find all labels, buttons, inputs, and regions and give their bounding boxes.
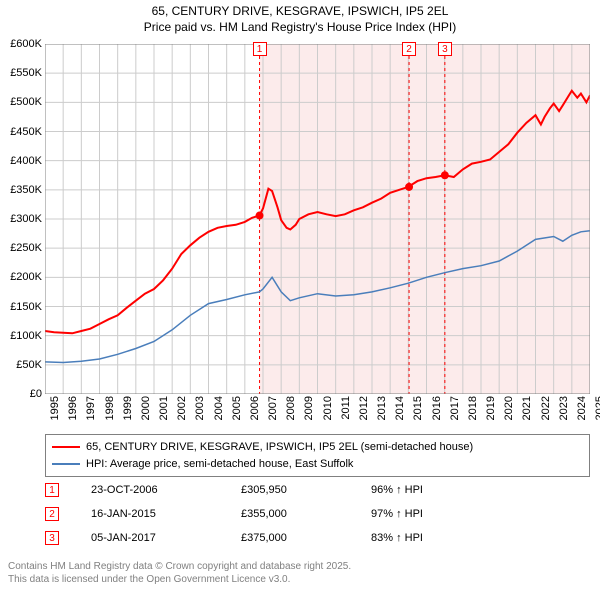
marker-date: 16-JAN-2015 [91, 508, 241, 520]
chart-marker-1: 1 [253, 42, 267, 56]
x-tick-label: 1996 [67, 396, 79, 420]
marker-price: £375,000 [241, 532, 371, 544]
y-tick-label: £550K [0, 67, 42, 79]
marker-hpi: 97% ↑ HPI [371, 508, 590, 520]
x-tick-label: 1999 [122, 396, 134, 420]
footer: Contains HM Land Registry data © Crown c… [8, 560, 351, 586]
x-tick-label: 2000 [140, 396, 152, 420]
chart-container: { "title": { "line1": "65, CENTURY DRIVE… [0, 0, 600, 590]
chart-title: 65, CENTURY DRIVE, KESGRAVE, IPSWICH, IP… [0, 0, 600, 35]
x-tick-label: 1998 [104, 396, 116, 420]
y-tick-label: £150K [0, 301, 42, 313]
marker-hpi: 83% ↑ HPI [371, 532, 590, 544]
x-tick-label: 2014 [394, 396, 406, 420]
y-tick-label: £200K [0, 271, 42, 283]
x-tick-label: 2021 [521, 396, 533, 420]
y-tick-label: £500K [0, 96, 42, 108]
x-tick-label: 2009 [303, 396, 315, 420]
x-tick-label: 2023 [558, 396, 570, 420]
x-tick-label: 2022 [540, 396, 552, 420]
footer-line2: This data is licensed under the Open Gov… [8, 573, 351, 586]
legend: 65, CENTURY DRIVE, KESGRAVE, IPSWICH, IP… [45, 434, 590, 477]
x-tick-label: 2006 [249, 396, 261, 420]
x-tick-label: 2018 [467, 396, 479, 420]
y-tick-label: £100K [0, 330, 42, 342]
marker-date: 05-JAN-2017 [91, 532, 241, 544]
marker-number-box: 2 [45, 507, 59, 521]
markers-table: 1 23-OCT-2006£305,95096% ↑ HPI 2 16-JAN-201… [45, 478, 590, 550]
x-tick-label: 1995 [49, 396, 61, 420]
legend-swatch-hpi [52, 463, 80, 465]
x-tick-label: 2017 [449, 396, 461, 420]
x-tick-label: 1997 [85, 396, 97, 420]
x-tick-label: 2001 [158, 396, 170, 420]
marker-date: 23-OCT-2006 [91, 484, 241, 496]
x-tick-label: 2005 [231, 396, 243, 420]
x-tick-label: 2025 [594, 396, 600, 420]
x-axis: 1995 1996 1997 1998 1999 2000 2001 2002 2003 2004… [45, 396, 590, 432]
marker-row: 2 16-JAN-2015£355,00097% ↑ HPI [45, 502, 590, 526]
legend-label-property: 65, CENTURY DRIVE, KESGRAVE, IPSWICH, IP… [86, 439, 473, 456]
y-tick-label: £300K [0, 213, 42, 225]
x-tick-label: 2015 [412, 396, 424, 420]
marker-number-box: 1 [45, 483, 59, 497]
x-tick-label: 2008 [285, 396, 297, 420]
x-tick-label: 2003 [194, 396, 206, 420]
chart-marker-2: 2 [402, 42, 416, 56]
x-tick-label: 2010 [322, 396, 334, 420]
x-tick-label: 2016 [431, 396, 443, 420]
marker-row: 3 05-JAN-2017£375,00083% ↑ HPI [45, 526, 590, 550]
x-tick-label: 2012 [358, 396, 370, 420]
x-tick-label: 2002 [176, 396, 188, 420]
y-tick-label: £600K [0, 38, 42, 50]
marker-number-box: 3 [45, 531, 59, 545]
footer-line1: Contains HM Land Registry data © Crown c… [8, 560, 351, 573]
legend-row-hpi: HPI: Average price, semi-detached house,… [52, 456, 583, 473]
x-tick-label: 2013 [376, 396, 388, 420]
y-tick-label: £450K [0, 126, 42, 138]
y-tick-label: £250K [0, 242, 42, 254]
marker-row: 1 23-OCT-2006£305,95096% ↑ HPI [45, 478, 590, 502]
marker-price: £355,000 [241, 508, 371, 520]
title-line2: Price paid vs. HM Land Registry's House … [0, 20, 600, 36]
y-tick-label: £0 [0, 388, 42, 400]
chart-svg [45, 44, 590, 394]
chart-marker-3: 3 [438, 42, 452, 56]
x-tick-label: 2004 [213, 396, 225, 420]
marker-price: £305,950 [241, 484, 371, 496]
marker-hpi: 96% ↑ HPI [371, 484, 590, 496]
legend-row-property: 65, CENTURY DRIVE, KESGRAVE, IPSWICH, IP… [52, 439, 583, 456]
x-tick-label: 2011 [340, 396, 352, 420]
legend-swatch-property [52, 446, 80, 448]
chart-plot-area: 1 2 3 [45, 44, 590, 394]
x-tick-label: 2020 [503, 396, 515, 420]
title-line1: 65, CENTURY DRIVE, KESGRAVE, IPSWICH, IP… [0, 4, 600, 20]
y-tick-label: £50K [0, 359, 42, 371]
x-tick-label: 2007 [267, 396, 279, 420]
y-tick-label: £400K [0, 155, 42, 167]
legend-label-hpi: HPI: Average price, semi-detached house,… [86, 456, 353, 473]
x-tick-label: 2019 [485, 396, 497, 420]
y-tick-label: £350K [0, 184, 42, 196]
y-axis: £0£50K£100K£150K£200K£250K£300K£350K£400… [0, 44, 44, 394]
x-tick-label: 2024 [576, 396, 588, 420]
